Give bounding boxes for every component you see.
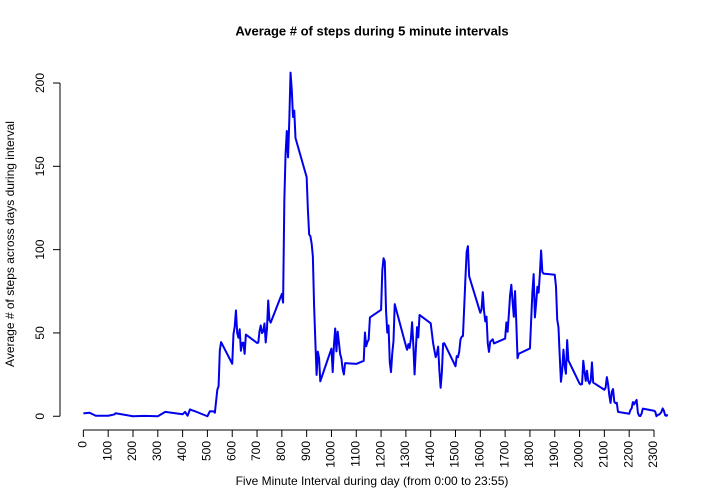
x-tick-label: 2300: [646, 441, 660, 468]
x-tick-label: 400: [175, 441, 189, 461]
x-tick-label: 1800: [522, 441, 536, 468]
x-tick-label: 200: [125, 441, 139, 461]
x-tick-label: 800: [274, 441, 288, 461]
x-tick-label: 1700: [497, 441, 511, 468]
y-tick-label: 200: [33, 73, 47, 93]
x-tick-label: 700: [249, 441, 263, 461]
x-tick-label: 2200: [621, 441, 635, 468]
y-tick-label: 0: [33, 413, 47, 420]
x-tick-label: 1100: [348, 441, 362, 467]
y-tick-label: 150: [33, 156, 47, 176]
x-tick-label: 500: [200, 441, 214, 461]
x-tick-label: 2000: [572, 441, 586, 468]
x-tick-label: 1400: [423, 441, 437, 468]
x-tick-label: 100: [100, 441, 114, 461]
x-tick-label: 0: [76, 441, 90, 448]
y-axis-label: Average # of steps across days during in…: [3, 121, 17, 367]
data-line: [83, 71, 669, 418]
x-tick-label: 600: [224, 441, 238, 461]
chart-title: Average # of steps during 5 minute inter…: [235, 23, 508, 38]
x-tick-label: 1300: [398, 441, 412, 468]
x-tick-label: 2100: [597, 441, 611, 468]
x-tick-label: 300: [150, 441, 164, 461]
y-tick-label: 50: [33, 326, 47, 340]
y-tick-label: 100: [33, 239, 47, 259]
x-axis-label: Five Minute Interval during day (from 0:…: [236, 474, 509, 488]
x-tick-label: 1500: [448, 441, 462, 468]
x-tick-label: 1600: [472, 441, 486, 468]
x-tick-label: 900: [299, 441, 313, 461]
x-tick-label: 1000: [324, 441, 338, 468]
x-tick-label: 1200: [373, 441, 387, 468]
x-tick-label: 1900: [547, 441, 561, 468]
